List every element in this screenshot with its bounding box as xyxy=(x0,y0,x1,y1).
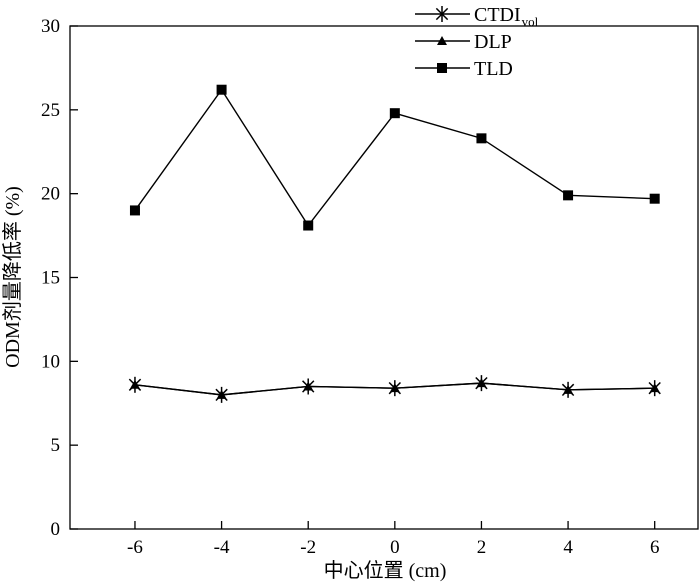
square-marker xyxy=(303,220,314,231)
asterisk-stroke xyxy=(215,388,228,402)
asterisk-stroke xyxy=(435,7,449,21)
square-marker xyxy=(216,84,227,95)
square-marker xyxy=(389,108,400,119)
x-tick-label: 0 xyxy=(390,537,400,558)
square-marker xyxy=(563,190,574,201)
asterisk-marker xyxy=(128,376,142,393)
y-tick-label: 5 xyxy=(51,435,61,456)
legend-label: TLD xyxy=(474,58,513,80)
x-axis-title: 中心位置 (cm) xyxy=(324,559,447,582)
series-layer xyxy=(128,84,661,403)
square-marker xyxy=(476,133,487,144)
asterisk-marker xyxy=(561,381,575,398)
axes: 0 5 10 15 20 25 30 -6 -4 -2 0 2 4 6 xyxy=(41,16,699,558)
asterisk-stroke xyxy=(648,381,661,395)
x-tick-label: 4 xyxy=(563,537,573,558)
asterisk-marker xyxy=(388,380,402,397)
y-tick-label: 30 xyxy=(41,16,60,37)
series-ctdi xyxy=(128,375,661,403)
asterisk-stroke xyxy=(302,380,315,393)
triangle-marker xyxy=(437,36,447,45)
y-tick-label: 15 xyxy=(41,268,60,289)
asterisk-stroke xyxy=(561,383,575,397)
x-tick-label: 6 xyxy=(650,537,660,558)
legend-label: DLP xyxy=(474,31,512,53)
legend-item-dlp: DLP xyxy=(415,31,512,53)
legend-item-ctdi: CTDI vol xyxy=(415,4,539,29)
asterisk-marker xyxy=(475,375,488,392)
legend-item-tld: TLD xyxy=(415,58,513,80)
asterisk-stroke xyxy=(388,381,402,395)
asterisk-marker xyxy=(435,6,449,22)
y-axis-title: ODM剂量降低率 (%) xyxy=(1,186,24,368)
asterisk-marker xyxy=(215,386,228,403)
x-tick-label: -2 xyxy=(300,537,316,558)
square-marker xyxy=(649,193,660,204)
y-tick-label: 25 xyxy=(41,100,60,121)
asterisk-marker xyxy=(648,380,661,397)
y-tick-label: 10 xyxy=(41,351,60,372)
square-marker xyxy=(129,205,140,216)
x-tick-label: 2 xyxy=(477,537,487,558)
x-tick-label: -6 xyxy=(127,537,143,558)
square-marker xyxy=(437,63,447,73)
asterisk-stroke xyxy=(475,376,488,390)
plot-frame xyxy=(69,25,699,530)
series-tld xyxy=(129,84,660,231)
asterisk-stroke xyxy=(128,378,142,391)
asterisk-marker xyxy=(302,378,315,395)
x-tick-label: -4 xyxy=(214,537,230,558)
y-tick-label: 20 xyxy=(41,184,60,205)
legend-label-subscript: vol xyxy=(522,14,539,29)
y-tick-label: 0 xyxy=(51,519,61,540)
legend-label: CTDI xyxy=(474,4,521,26)
